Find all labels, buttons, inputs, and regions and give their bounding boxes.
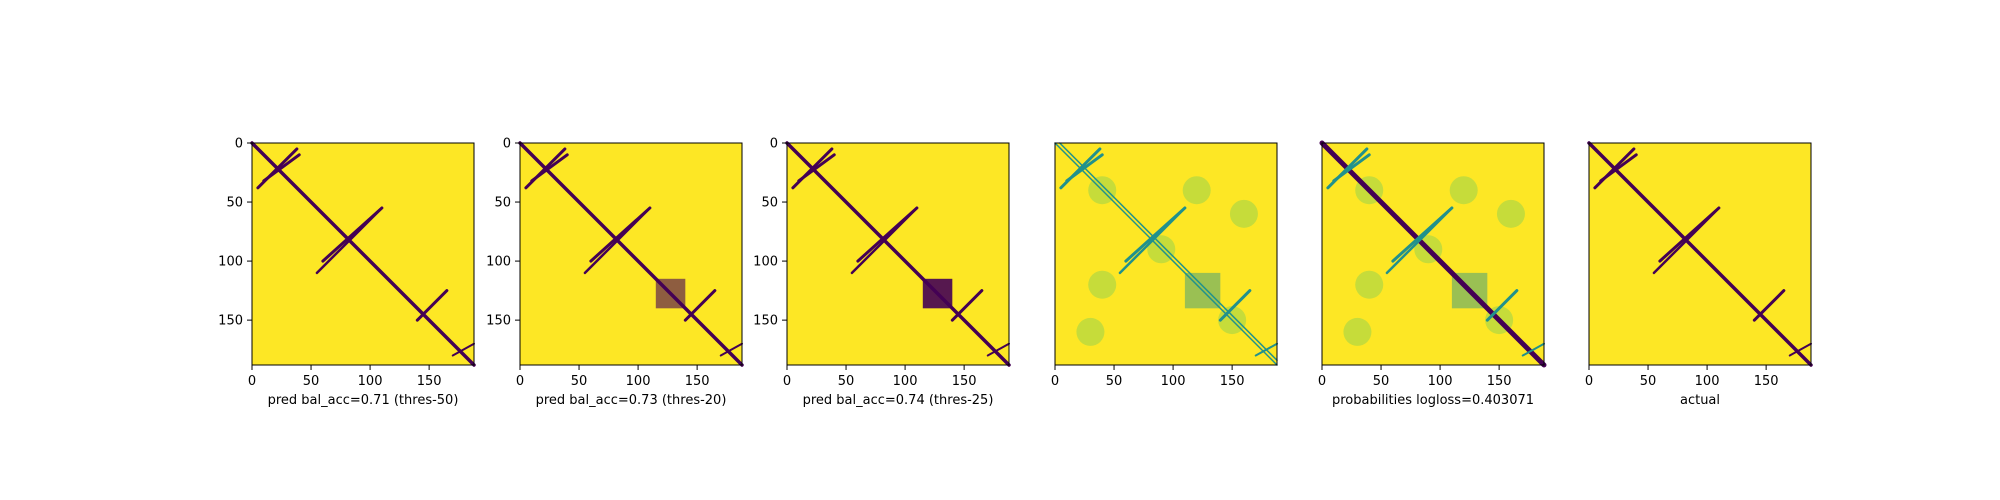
y-tick-label: 150 (753, 314, 778, 329)
y-tick-label: 100 (486, 255, 511, 270)
heatmap-contact-5 (524, 147, 567, 190)
heatmap-contact-4 (1521, 342, 1545, 357)
heatmap-contact-5 (791, 147, 834, 190)
axes-frame (786, 142, 1010, 366)
axes-frame (519, 142, 743, 366)
heatmap-contact-3 (415, 289, 449, 322)
heatmap-contact-1 (1058, 142, 1278, 362)
heatmap-texture-1 (1182, 176, 1211, 205)
y-tick-label: 150 (218, 314, 243, 329)
heatmap-texture-5 (1496, 199, 1525, 228)
y-tick-label: 0 (770, 137, 778, 152)
x-tick-label: 100 (893, 374, 918, 389)
x-tick-label: 0 (783, 374, 791, 389)
heatmap-contact-3 (683, 289, 717, 322)
heatmap-contact-4 (1218, 289, 1252, 322)
axes-frame (1321, 142, 1545, 366)
heatmap-panel-pred-thres-20: 0 50 100 150 0 50 100 150 pred bal_acc=0.73 (thr… (486, 137, 744, 408)
y-tick-label: 50 (494, 196, 511, 211)
heatmap-contact-0 (1054, 142, 1278, 366)
heatmap-contact-6 (1059, 147, 1102, 190)
heatmap-contact-5 (1593, 147, 1636, 190)
heatmap-texture-6 (1076, 317, 1105, 346)
x-tick-label: 150 (1754, 374, 1779, 389)
heatmap-texture-1 (1449, 176, 1478, 205)
x-tick-label: 0 (1585, 374, 1593, 389)
x-tick-label: 150 (685, 374, 710, 389)
heatmap-contact-5 (1326, 147, 1369, 190)
heatmap-contact-0 (785, 141, 1011, 367)
heatmap-contact-6 (1385, 206, 1454, 275)
heatmap-contact-7 (1118, 206, 1187, 275)
x-tick-label: 150 (417, 374, 442, 389)
y-tick-label: 150 (486, 314, 511, 329)
heatmap-panel-probabilities: 0 50 100 150 probabilities logloss=0.403071 (1318, 140, 1547, 408)
x-tick-label: 0 (1318, 374, 1326, 389)
x-tick-label: 50 (1640, 374, 1657, 389)
x-tick-label: 0 (1051, 374, 1059, 389)
heatmap-panels: 0 50 100 150 0 50 100 150 pred bal_acc=0.71 (thr… (218, 137, 1813, 408)
heatmap-texture-2 (1088, 270, 1117, 299)
heatmap-texture-6 (1343, 317, 1372, 346)
x-tick-label: 150 (1220, 374, 1245, 389)
y-tick-label: 0 (235, 137, 243, 152)
y-tick-label: 50 (761, 196, 778, 211)
x-axis-label: probabilities logloss=0.403071 (1332, 393, 1534, 408)
heatmap-contact-5 (1254, 342, 1278, 357)
axes-frame (251, 142, 475, 366)
x-tick-label: 50 (1373, 374, 1390, 389)
x-axis-label: pred bal_acc=0.74 (thres-25) (803, 393, 994, 408)
y-tick-label: 50 (226, 196, 243, 211)
heatmap-contact-6 (583, 206, 652, 275)
heatmap-panel-probabilities-antidiag: 0 50 100 150 (1051, 142, 1278, 389)
x-tick-label: 0 (248, 374, 256, 389)
heatmap-contact-3 (950, 289, 984, 322)
axes-frame (1054, 142, 1278, 366)
heatmap-contact-0 (250, 141, 476, 367)
heatmap-panel-actual: 0 50 100 150 actual (1585, 141, 1813, 408)
heatmap-contact-4 (1788, 342, 1812, 357)
heatmap-contact-4 (719, 342, 743, 357)
x-tick-label: 0 (516, 374, 524, 389)
heatmap-contact-0 (518, 141, 744, 367)
x-tick-label: 50 (1106, 374, 1123, 389)
heatmap-panel-pred-thres-50: 0 50 100 150 0 50 100 150 pred bal_acc=0.71 (thr… (218, 137, 476, 408)
x-axis-label: pred bal_acc=0.73 (thres-20) (536, 393, 727, 408)
heatmap-contact-4 (986, 342, 1010, 357)
heatmap-panel-pred-thres-25: 0 50 100 150 0 50 100 150 pred bal_acc=0.74 (thr… (753, 137, 1011, 408)
heatmap-contact-6 (1652, 206, 1721, 275)
x-tick-label: 50 (303, 374, 320, 389)
x-axis-label: pred bal_acc=0.71 (thres-50) (268, 393, 459, 408)
heatmap-contact-0 (1319, 140, 1547, 368)
x-tick-label: 100 (1161, 374, 1186, 389)
heatmap-contact-6 (315, 206, 384, 275)
y-tick-label: 100 (218, 255, 243, 270)
x-tick-label: 150 (1487, 374, 1512, 389)
x-tick-label: 150 (952, 374, 977, 389)
heatmap-contact-3 (1485, 289, 1519, 322)
heatmap-contact-4 (451, 342, 475, 357)
x-tick-label: 50 (838, 374, 855, 389)
heatmap-texture-5 (1229, 199, 1258, 228)
y-tick-label: 0 (503, 137, 511, 152)
heatmap-contact-0 (1587, 141, 1813, 367)
heatmap-texture-2 (1355, 270, 1384, 299)
heatmap-contact-6 (850, 206, 919, 275)
x-tick-label: 50 (571, 374, 588, 389)
x-axis-label: actual (1680, 393, 1720, 408)
x-tick-label: 100 (1428, 374, 1453, 389)
x-tick-label: 100 (626, 374, 651, 389)
heatmap-contact-5 (256, 147, 299, 190)
axes-frame (1588, 142, 1812, 366)
y-tick-label: 100 (753, 255, 778, 270)
x-tick-label: 100 (1695, 374, 1720, 389)
heatmap-contact-3 (1752, 289, 1786, 322)
x-tick-label: 100 (358, 374, 383, 389)
